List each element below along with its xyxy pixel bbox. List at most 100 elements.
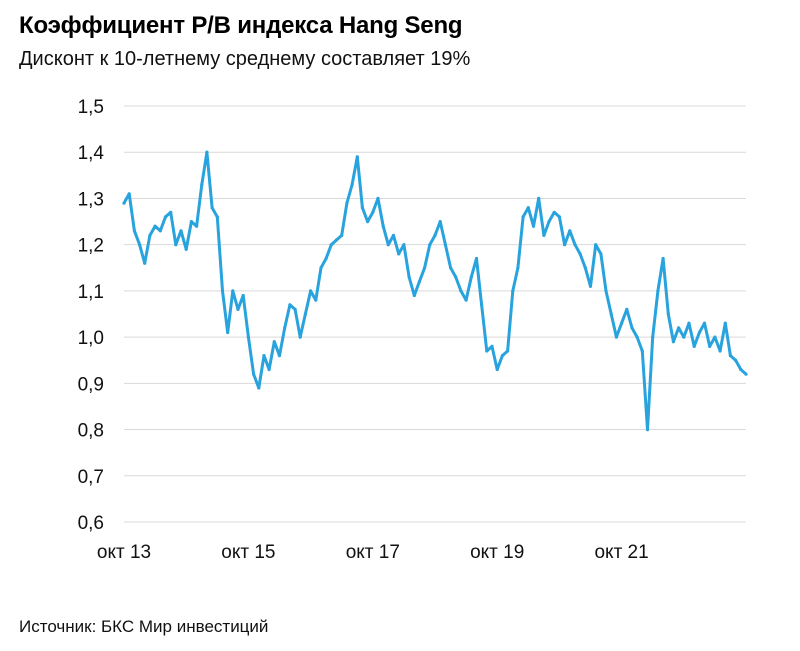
data-point xyxy=(677,326,681,330)
data-point xyxy=(651,335,655,339)
data-point xyxy=(143,261,147,265)
x-tick-label: окт 17 xyxy=(346,542,400,563)
data-point xyxy=(174,243,178,247)
data-point xyxy=(531,224,536,228)
data-point xyxy=(360,206,364,210)
data-point xyxy=(485,349,489,353)
data-point xyxy=(666,312,670,316)
data-point xyxy=(542,233,546,237)
data-point xyxy=(366,220,370,224)
data-point xyxy=(511,289,515,293)
grid xyxy=(124,105,746,523)
data-point xyxy=(163,215,168,219)
data-point xyxy=(267,367,271,372)
x-tick-label: окт 15 xyxy=(221,542,275,563)
data-point xyxy=(459,289,463,293)
data-point xyxy=(158,229,162,233)
data-point xyxy=(324,256,328,261)
data-point xyxy=(417,280,421,284)
data-point xyxy=(371,210,375,214)
data-point xyxy=(386,243,390,247)
data-point xyxy=(288,303,292,307)
data-point xyxy=(153,224,157,228)
y-tick-label: 1,1 xyxy=(78,282,104,303)
data-point xyxy=(682,335,686,339)
y-axis: 0,6 0,7 0,8 0,9 1,0 1,1 1,2 1,3 1,4 1,5 xyxy=(78,97,105,534)
data-point xyxy=(661,256,665,261)
data-point xyxy=(526,206,530,210)
data-point xyxy=(490,344,494,348)
data-point xyxy=(568,229,572,233)
data-point xyxy=(656,289,660,293)
data-point xyxy=(293,307,297,311)
data-point xyxy=(272,340,276,344)
data-point xyxy=(412,293,416,298)
y-tick-label: 0,8 xyxy=(78,421,104,442)
data-point xyxy=(433,233,437,237)
data-point xyxy=(277,354,282,358)
data-point xyxy=(252,372,256,376)
data-point xyxy=(552,210,556,214)
data-point xyxy=(697,330,702,335)
chart-title: Коэффициент P/B индекса Hang Seng xyxy=(19,12,463,39)
data-point xyxy=(449,266,453,270)
data-point xyxy=(376,196,380,200)
y-tick-label: 0,9 xyxy=(78,374,104,395)
data-point xyxy=(220,289,225,293)
data-point xyxy=(630,326,634,330)
data-point xyxy=(345,201,349,205)
data-point xyxy=(495,367,499,372)
data-point xyxy=(480,303,484,307)
data-point xyxy=(516,266,520,270)
data-point xyxy=(200,183,204,187)
data-point xyxy=(474,256,479,261)
data-point xyxy=(428,243,432,247)
data-point xyxy=(283,326,287,330)
data-point xyxy=(407,275,411,279)
data-point xyxy=(588,284,593,288)
data-point xyxy=(578,252,582,256)
data-point xyxy=(640,349,644,353)
data-point xyxy=(692,344,696,348)
data-point xyxy=(713,335,717,339)
data-point xyxy=(537,196,541,200)
data-point xyxy=(620,321,624,325)
data-point xyxy=(231,289,235,293)
data-point xyxy=(298,335,302,339)
data-point xyxy=(184,247,188,251)
y-tick-label: 1,5 xyxy=(78,97,104,118)
data-point xyxy=(723,321,727,325)
data-point xyxy=(687,321,691,325)
data-point xyxy=(314,298,318,302)
data-point xyxy=(563,243,567,247)
source-note: Источник: БКС Мир инвестиций xyxy=(19,617,269,636)
data-point xyxy=(464,298,468,302)
data-point xyxy=(246,335,250,339)
data-point xyxy=(355,155,359,159)
data-point xyxy=(718,349,722,353)
x-axis: окт 13 окт 15 окт 17 окт 19 окт 21 xyxy=(97,542,649,563)
data-point xyxy=(195,224,199,228)
data-point xyxy=(391,233,396,237)
data-point xyxy=(557,215,562,219)
data-points xyxy=(122,150,748,432)
data-point xyxy=(132,229,136,233)
chart-subtitle: Дисконт к 10-летнему среднему составляет… xyxy=(19,48,471,70)
y-tick-label: 1,3 xyxy=(78,189,104,210)
data-point xyxy=(169,210,173,214)
data-point xyxy=(744,372,748,376)
data-point xyxy=(397,252,401,256)
data-point xyxy=(573,243,577,247)
data-point xyxy=(138,243,142,247)
data-point xyxy=(148,233,152,237)
data-point xyxy=(469,275,473,279)
data-point xyxy=(329,243,333,247)
data-point xyxy=(340,233,344,237)
data-point xyxy=(728,354,733,358)
data-point xyxy=(443,243,447,247)
data-point xyxy=(402,243,406,247)
data-point xyxy=(521,215,525,219)
data-point xyxy=(122,201,126,205)
data-point xyxy=(599,252,603,256)
